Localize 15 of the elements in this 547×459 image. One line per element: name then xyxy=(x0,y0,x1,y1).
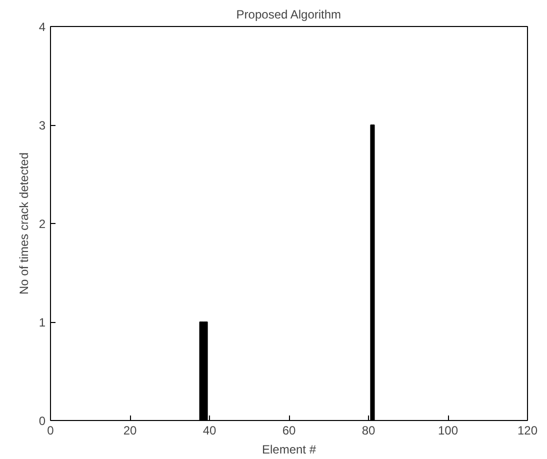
x-tick-label: 120 xyxy=(517,424,538,438)
y-axis-title: No of times crack detected xyxy=(16,152,31,295)
x-tick-label: 80 xyxy=(362,424,376,438)
chart-title: Proposed Algorithm xyxy=(236,8,342,22)
y-tick-label: 4 xyxy=(38,20,46,34)
x-tick-label: 100 xyxy=(438,424,458,438)
x-axis-title: Element # xyxy=(262,442,316,456)
y-tick-label: 1 xyxy=(38,316,46,330)
x-tick-label: 0 xyxy=(47,424,54,438)
x-tick-label: 60 xyxy=(282,424,296,438)
x-tick-label: 20 xyxy=(123,424,137,438)
y-tick-label: 3 xyxy=(38,118,46,132)
x-tick-label: 40 xyxy=(202,424,216,438)
y-tick-label: 2 xyxy=(38,217,46,231)
y-tick-label: 0 xyxy=(38,414,46,428)
